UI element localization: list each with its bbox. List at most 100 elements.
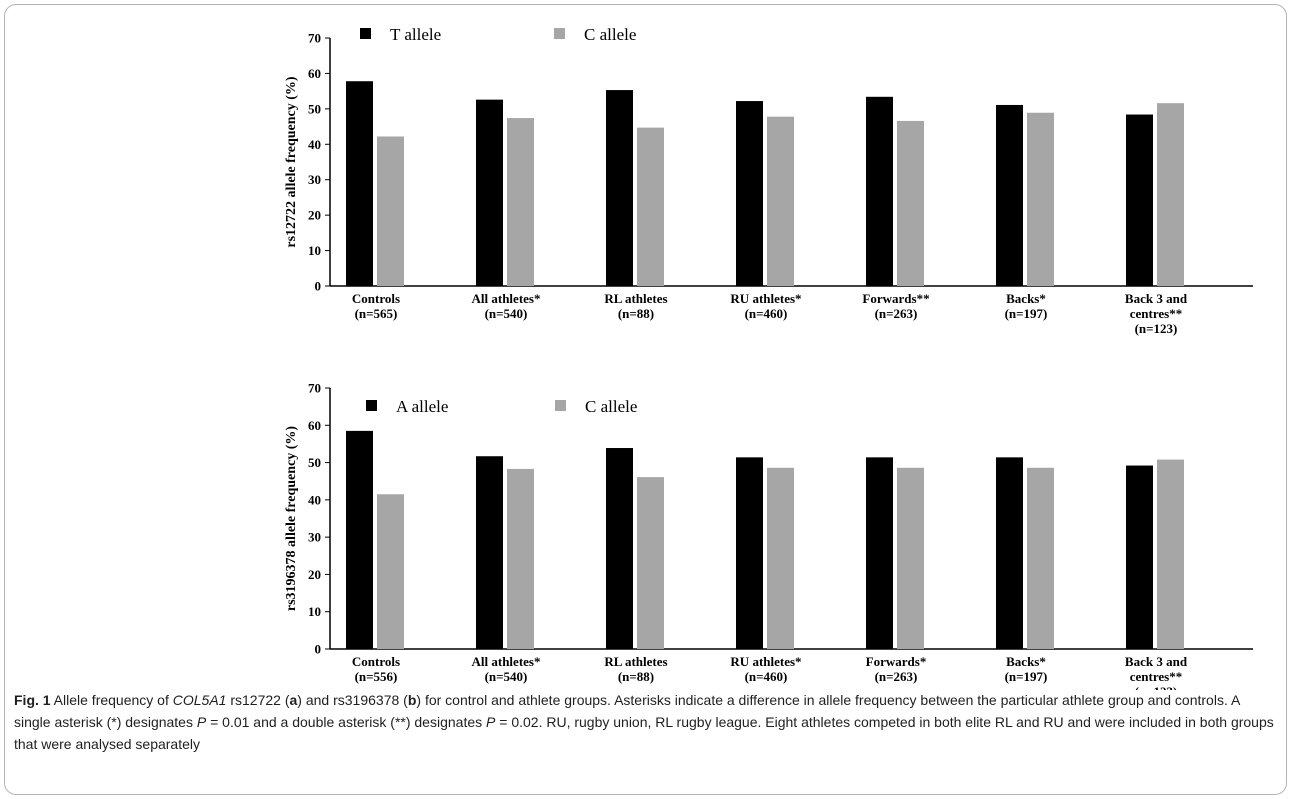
category-label: Forwards* <box>866 654 927 669</box>
y-axis-label: rs3196378 allele frequency (%) <box>284 426 299 612</box>
legend-label: A allele <box>396 397 448 416</box>
category-label: centres** <box>1130 306 1182 321</box>
bar-black <box>736 101 763 286</box>
category-label: (n=263) <box>875 306 918 321</box>
bar-grey <box>507 118 534 286</box>
bar-grey <box>377 494 404 649</box>
y-tick-label: 10 <box>308 604 321 619</box>
figure-charts: 0 10 20 30 40 50 60 70 rs12722 allele frequency … <box>284 25 1253 690</box>
category-label: All athletes* <box>472 291 541 306</box>
y-tick-label: 0 <box>315 642 322 657</box>
bar-grey <box>1027 112 1054 286</box>
caption-part: rs12722 ( <box>226 692 290 708</box>
category-label: (n=88) <box>618 306 654 321</box>
legend-label: C allele <box>584 25 636 44</box>
bar-black <box>1126 114 1153 286</box>
category-label: RU athletes* <box>730 654 801 669</box>
legend-swatch <box>360 28 371 39</box>
category-label: (n=197) <box>1005 669 1048 684</box>
bar-grey <box>377 136 404 286</box>
figure-caption: Fig. 1 Allele frequency of COL5A1 rs1272… <box>14 689 1276 755</box>
category-label: (n=123) <box>1135 321 1178 336</box>
bar-black <box>476 99 503 286</box>
y-tick-label: 40 <box>308 137 321 152</box>
bar-grey <box>507 468 534 649</box>
chart-a: 0 10 20 30 40 50 60 70 rs12722 allele frequency … <box>284 25 1253 336</box>
y-tick-label: 60 <box>308 66 321 81</box>
category-label: (n=565) <box>355 306 398 321</box>
caption-part: ) and rs3196378 ( <box>297 692 408 708</box>
legend-label: T allele <box>390 25 441 44</box>
category-label: Controls <box>352 291 400 306</box>
category-label: Backs* <box>1006 291 1046 306</box>
y-tick-label: 40 <box>308 492 321 507</box>
bar-black <box>346 430 373 649</box>
figure-frame <box>4 4 1287 795</box>
caption-body: Allele frequency of COL5A1 rs12722 (a) a… <box>14 692 1274 752</box>
category-label: RU athletes* <box>730 291 801 306</box>
caption-part: = 0.02. RU, rugby union, RL rugby league… <box>14 714 1274 752</box>
chart-b: 0 10 20 30 40 50 60 70 rs3196378 allele frequenc… <box>284 381 1253 690</box>
bar-black <box>736 457 763 649</box>
bar-grey <box>1157 103 1184 286</box>
category-label: Forwards** <box>862 291 929 306</box>
bar-black <box>996 457 1023 649</box>
category-label: (n=460) <box>745 306 788 321</box>
legend-swatch <box>366 400 377 411</box>
y-tick-label: 30 <box>308 530 321 545</box>
y-tick-label: 70 <box>308 381 321 396</box>
bar-black <box>606 448 633 649</box>
category-label: centres** <box>1130 669 1182 684</box>
y-tick-label: 30 <box>308 172 321 187</box>
caption-part: Allele frequency of <box>50 692 173 708</box>
category-label: Back 3 and <box>1125 291 1188 306</box>
legend-label: C allele <box>585 397 637 416</box>
bar-grey <box>1027 467 1054 649</box>
bar-grey <box>897 120 924 286</box>
bar-grey <box>897 467 924 649</box>
category-label: (n=460) <box>745 669 788 684</box>
category-label: (n=540) <box>485 669 528 684</box>
category-label: (n=88) <box>618 669 654 684</box>
caption-part: b <box>407 692 417 708</box>
caption-label: Fig. 1 <box>14 692 51 708</box>
caption-part: = 0.01 and a double asterisk (**) design… <box>206 714 487 730</box>
caption-part: COL5A1 <box>172 692 227 708</box>
bar-black <box>866 457 893 649</box>
category-label: (n=263) <box>875 669 918 684</box>
caption-part: P <box>196 714 207 730</box>
category-label: RL athletes <box>604 291 667 306</box>
caption-part: ) for control and athlete groups. Asteri… <box>14 692 1240 730</box>
category-label: RL athletes <box>604 654 667 669</box>
y-axis-label: rs12722 allele frequency (%) <box>284 76 299 248</box>
bar-grey <box>767 116 794 286</box>
caption-part: a <box>289 692 298 708</box>
y-tick-label: 60 <box>308 418 321 433</box>
bar-black <box>346 81 373 286</box>
y-tick-label: 50 <box>308 101 321 116</box>
category-label: Back 3 and <box>1125 654 1188 669</box>
bar-black <box>1126 465 1153 649</box>
caption-part: P <box>486 714 496 730</box>
bar-black <box>476 456 503 649</box>
y-tick-label: 70 <box>308 31 321 46</box>
bar-black <box>996 104 1023 287</box>
legend-swatch <box>554 28 565 39</box>
category-label: (n=540) <box>485 306 528 321</box>
bar-grey <box>637 127 664 287</box>
category-label: Backs* <box>1006 654 1046 669</box>
y-tick-label: 20 <box>308 208 321 223</box>
category-label: (n=556) <box>355 669 398 684</box>
bar-grey <box>767 467 794 649</box>
y-tick-label: 20 <box>308 567 321 582</box>
y-tick-label: 50 <box>308 455 321 470</box>
category-label: All athletes* <box>472 654 541 669</box>
y-tick-label: 10 <box>308 243 321 258</box>
category-label: (n=123) <box>1135 684 1178 690</box>
y-tick-label: 0 <box>315 279 322 294</box>
bar-grey <box>637 477 664 649</box>
bar-grey <box>1157 459 1184 649</box>
category-label: Controls <box>352 654 400 669</box>
category-label: (n=197) <box>1005 306 1048 321</box>
bar-black <box>866 96 893 286</box>
